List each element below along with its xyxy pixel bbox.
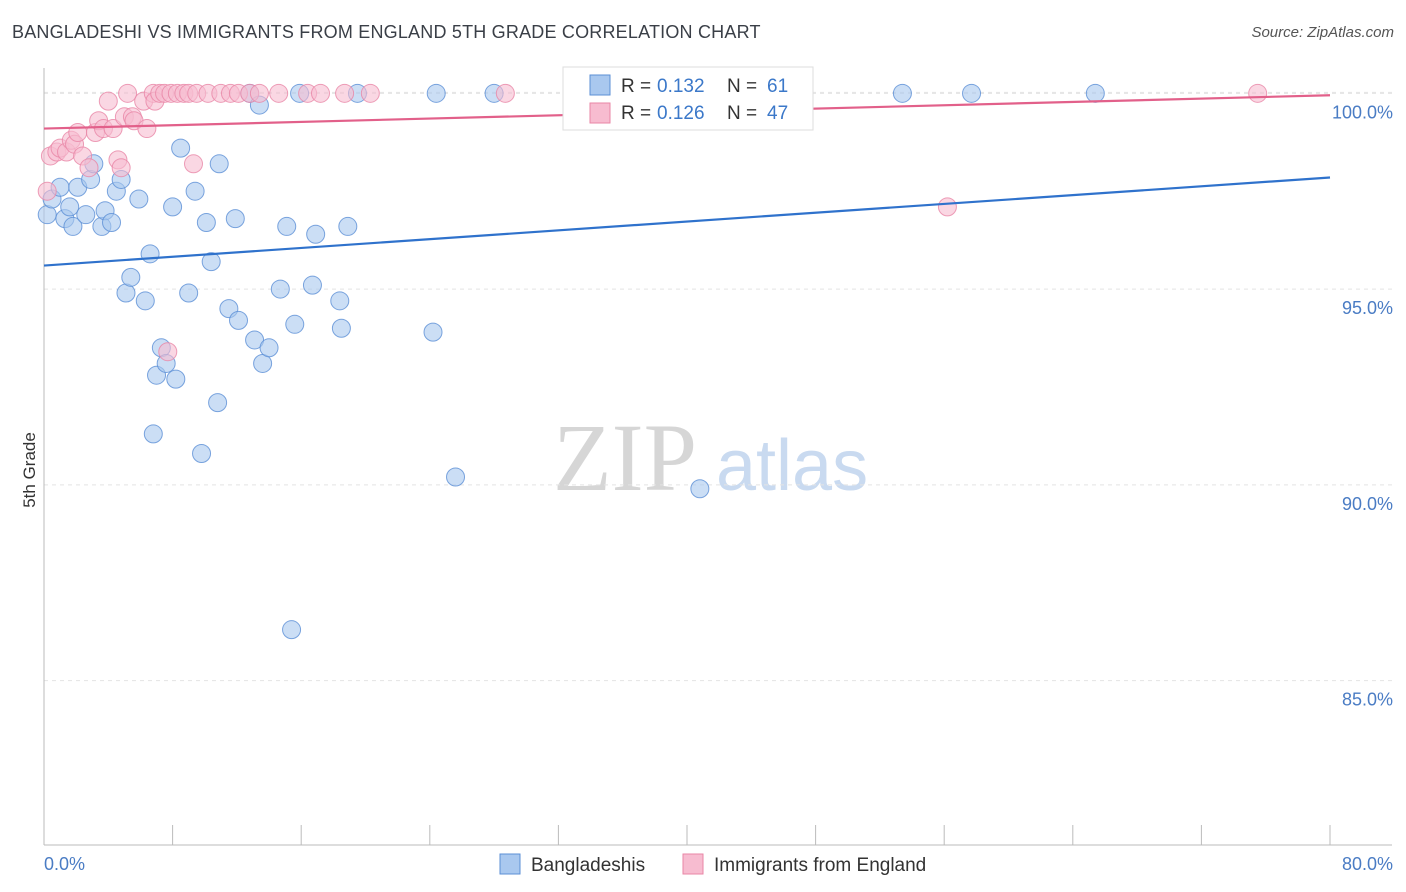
point-england (183, 154, 203, 174)
series-legend-swatch-bangladeshis (499, 853, 521, 875)
point-bangladeshis (259, 338, 279, 358)
point-bangladeshis (102, 213, 122, 233)
point-england (137, 119, 157, 139)
source-label: Source: ZipAtlas.com (1251, 24, 1394, 41)
point-bangladeshis (225, 209, 245, 229)
y-tick-label: 85.0% (1342, 690, 1393, 710)
point-bangladeshis (282, 620, 302, 640)
legend-swatch-england (589, 102, 611, 124)
point-bangladeshis (63, 216, 83, 236)
point-england (118, 83, 138, 103)
point-england (269, 83, 289, 103)
point-bangladeshis (129, 189, 149, 209)
legend-n-value-1: 61 (767, 76, 788, 97)
y-tick-label: 95.0% (1342, 298, 1393, 318)
point-bangladeshis (179, 283, 199, 303)
series-legend: Bangladeshis Immigrants from England (499, 853, 926, 876)
point-bangladeshis (270, 279, 290, 299)
series-legend-swatch-england (682, 853, 704, 875)
data-points (37, 83, 1268, 640)
legend-r-value-2: 0.126 (657, 103, 705, 124)
point-england (310, 83, 330, 103)
point-england (37, 181, 57, 201)
point-england (360, 83, 380, 103)
point-bangladeshis (302, 275, 322, 295)
axes: 100.0% 95.0% 90.0% 85.0% 0.0% 80.0% (43, 68, 1393, 874)
point-bangladeshis (423, 322, 443, 342)
point-england (68, 122, 88, 142)
x-tick-label-min: 0.0% (44, 854, 85, 874)
point-england (79, 158, 99, 178)
point-bangladeshis (163, 197, 183, 217)
stats-legend: R = 0.132 N = 61 R = 0.126 N = 47 (562, 66, 814, 131)
legend-r-label-1: R = (621, 76, 651, 97)
legend-r-value-1: 0.132 (657, 76, 705, 97)
point-bangladeshis (1085, 83, 1105, 103)
legend-n-label-2: N = (727, 103, 757, 124)
series-legend-label-bangladeshis: Bangladeshis (531, 855, 645, 876)
point-bangladeshis (76, 205, 96, 225)
point-england (937, 197, 957, 217)
point-bangladeshis (277, 216, 297, 236)
legend-n-label-1: N = (727, 76, 757, 97)
y-axis-label: 5th Grade (20, 432, 39, 508)
point-england (111, 158, 131, 178)
y-tick-label: 100.0% (1332, 102, 1393, 122)
watermark-zip: ZIP (553, 404, 697, 511)
point-bangladeshis (166, 369, 186, 389)
point-bangladeshis (446, 467, 466, 487)
x-tick-label-max: 80.0% (1342, 854, 1393, 874)
point-bangladeshis (426, 83, 446, 103)
legend-n-value-2: 47 (767, 103, 788, 124)
point-england (335, 83, 355, 103)
point-bangladeshis (143, 424, 163, 444)
point-bangladeshis (121, 267, 141, 287)
point-bangladeshis (306, 224, 326, 244)
point-bangladeshis (229, 310, 249, 330)
point-bangladeshis (60, 197, 80, 217)
point-england (249, 83, 269, 103)
point-bangladeshis (192, 444, 212, 463)
point-bangladeshis (208, 393, 228, 413)
point-bangladeshis (171, 138, 191, 158)
point-bangladeshis (245, 330, 265, 350)
point-bangladeshis (196, 213, 216, 233)
point-bangladeshis (135, 291, 155, 311)
point-bangladeshis (690, 479, 710, 499)
point-bangladeshis (331, 318, 351, 338)
point-bangladeshis (330, 291, 350, 311)
point-england (1248, 83, 1268, 103)
series-legend-label-england: Immigrants from England (714, 855, 926, 876)
watermark-atlas: atlas (716, 426, 868, 506)
gridlines (44, 91, 1392, 682)
point-bangladeshis (209, 154, 229, 174)
y-tick-label: 90.0% (1342, 494, 1393, 514)
point-bangladeshis (185, 181, 205, 201)
point-bangladeshis (140, 244, 160, 264)
legend-swatch-bangladeshis (589, 74, 611, 96)
point-england (98, 91, 118, 111)
point-england (103, 119, 123, 139)
chart-title: BANGLADESHI VS IMMIGRANTS FROM ENGLAND 5… (12, 22, 761, 42)
point-bangladeshis (338, 216, 358, 236)
point-bangladeshis (201, 252, 221, 272)
trend-line-bangladeshis (43, 176, 1331, 267)
legend-r-label-2: R = (621, 103, 651, 124)
point-bangladeshis (285, 314, 305, 334)
point-bangladeshis (892, 83, 912, 103)
point-england (495, 83, 515, 103)
point-bangladeshis (962, 83, 982, 103)
point-england (158, 342, 178, 362)
